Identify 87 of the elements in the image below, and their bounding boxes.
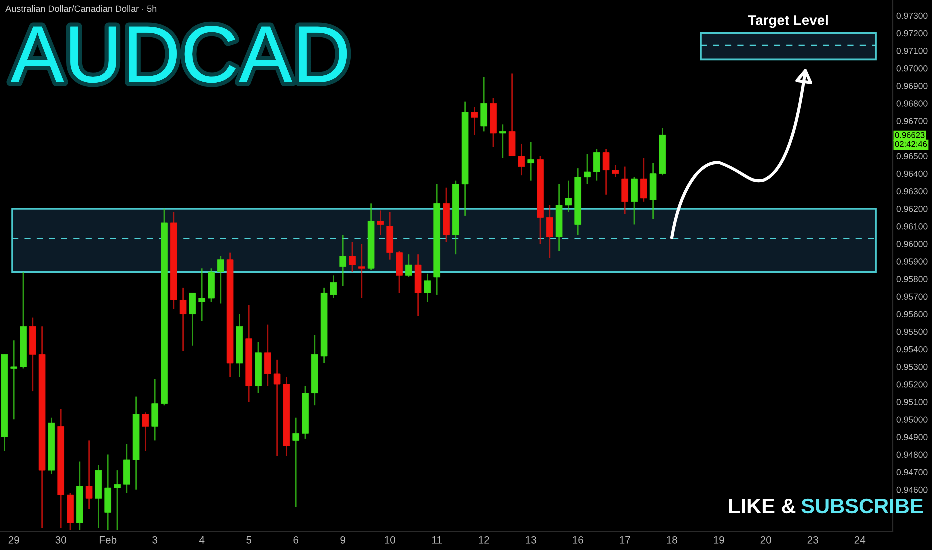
y-tick-label: 0.95900 (896, 258, 928, 265)
x-tick-label: 6 (294, 536, 299, 544)
candlestick (396, 250, 403, 294)
x-tick-label: 10 (385, 536, 396, 544)
x-tick-label: 23 (808, 536, 818, 544)
y-tick-label: 0.95800 (896, 276, 928, 282)
x-tick-label: 24 (854, 536, 866, 544)
x-tick-label: 3 (152, 536, 158, 544)
candlestick (612, 164, 620, 178)
x-tick-label: 13 (526, 536, 536, 544)
y-tick-label: 0.96800 (896, 100, 928, 107)
y-tick-label: 0.95600 (896, 311, 928, 318)
x-tick-label: 29 (8, 536, 20, 544)
x-tick-label: 17 (620, 536, 630, 544)
candlestick (565, 180, 572, 214)
x-tick-label: 5 (246, 536, 252, 544)
candlestick (152, 378, 159, 442)
x-tick-label: 4 (199, 536, 205, 544)
x-tick-label: 20 (760, 536, 772, 544)
candlestick (86, 440, 93, 510)
candlestick (10, 340, 18, 420)
chart-subtitle: Australian Dollar/Canadian Dollar · 5h (6, 6, 157, 12)
band-label: Target Level (748, 15, 828, 28)
y-tick-label: 0.94600 (896, 486, 928, 494)
candlestick (480, 76, 488, 132)
candlestick (358, 243, 366, 300)
x-tick-label: 9 (340, 536, 346, 544)
y-tick-label: 0.96900 (896, 83, 928, 90)
y-tick-label: 0.96100 (896, 224, 928, 230)
candlestick (424, 273, 432, 303)
y-tick-label: 0.96700 (896, 118, 928, 124)
y-tick-label: 0.94700 (896, 469, 928, 476)
candlestick (640, 157, 648, 203)
y-tick-label: 0.97000 (896, 66, 928, 72)
candlestick (622, 166, 629, 215)
candlestick (330, 274, 338, 300)
candlestick (602, 148, 610, 196)
y-tick-label: 0.95500 (896, 328, 928, 336)
y-tick-label: 0.97300 (896, 12, 928, 20)
y-tick-label: 0.96500 (896, 153, 928, 160)
x-tick-label: 30 (56, 536, 66, 544)
x-tick-label: 12 (479, 536, 490, 544)
y-tick-label: 0.95100 (896, 399, 928, 406)
candlestick (349, 242, 356, 273)
candlestick (546, 204, 554, 259)
candlestick (593, 148, 600, 182)
candlestick (518, 143, 526, 176)
y-tick-label: 0.95200 (896, 382, 928, 388)
y-tick-label: 0.95300 (896, 364, 928, 370)
y-tick-label: 0.97100 (896, 48, 928, 54)
candlestick (189, 292, 196, 347)
x-tick-label: 16 (573, 536, 584, 544)
candlestick (274, 359, 281, 458)
candlestick (499, 124, 506, 159)
y-tick-label: 0.95400 (896, 346, 928, 353)
y-tick-label: 0.96200 (896, 206, 928, 212)
candlestick (142, 412, 150, 452)
text: 02:42:46 (895, 141, 928, 148)
candlestick (584, 154, 591, 186)
x-tick-label: Feb (100, 536, 117, 544)
text: 0.96623 (895, 132, 925, 138)
candlestick (528, 142, 535, 182)
candlestick (405, 254, 412, 278)
candlestick (180, 287, 187, 352)
y-tick-label: 0.94900 (896, 434, 928, 440)
candlestick (114, 470, 121, 531)
candlestick (198, 268, 206, 322)
annotation: LIKE & (729, 498, 796, 514)
y-tick-label: 0.97200 (896, 30, 928, 37)
y-tick-label: 0.95000 (896, 416, 928, 423)
candlestick (340, 234, 347, 287)
chart-title: AUDCAD (10, 26, 348, 84)
candlestick (264, 324, 272, 387)
x-tick-label: 11 (432, 536, 442, 544)
candlestick (471, 106, 478, 136)
x-tick-label: 18 (667, 536, 678, 544)
y-tick-label: 0.95700 (896, 294, 928, 300)
y-tick-label: 0.96400 (896, 170, 928, 178)
candlestick (631, 176, 638, 226)
candlestick (217, 256, 224, 304)
candlestick (292, 417, 300, 508)
candlestick (377, 210, 384, 236)
x-tick-label: 19 (714, 536, 724, 544)
y-tick-label: 0.94800 (896, 452, 928, 458)
y-tick-label: 0.96300 (896, 188, 928, 195)
annotation: SUBSCRIBE (802, 498, 924, 514)
y-tick-label: 0.96000 (896, 241, 928, 248)
